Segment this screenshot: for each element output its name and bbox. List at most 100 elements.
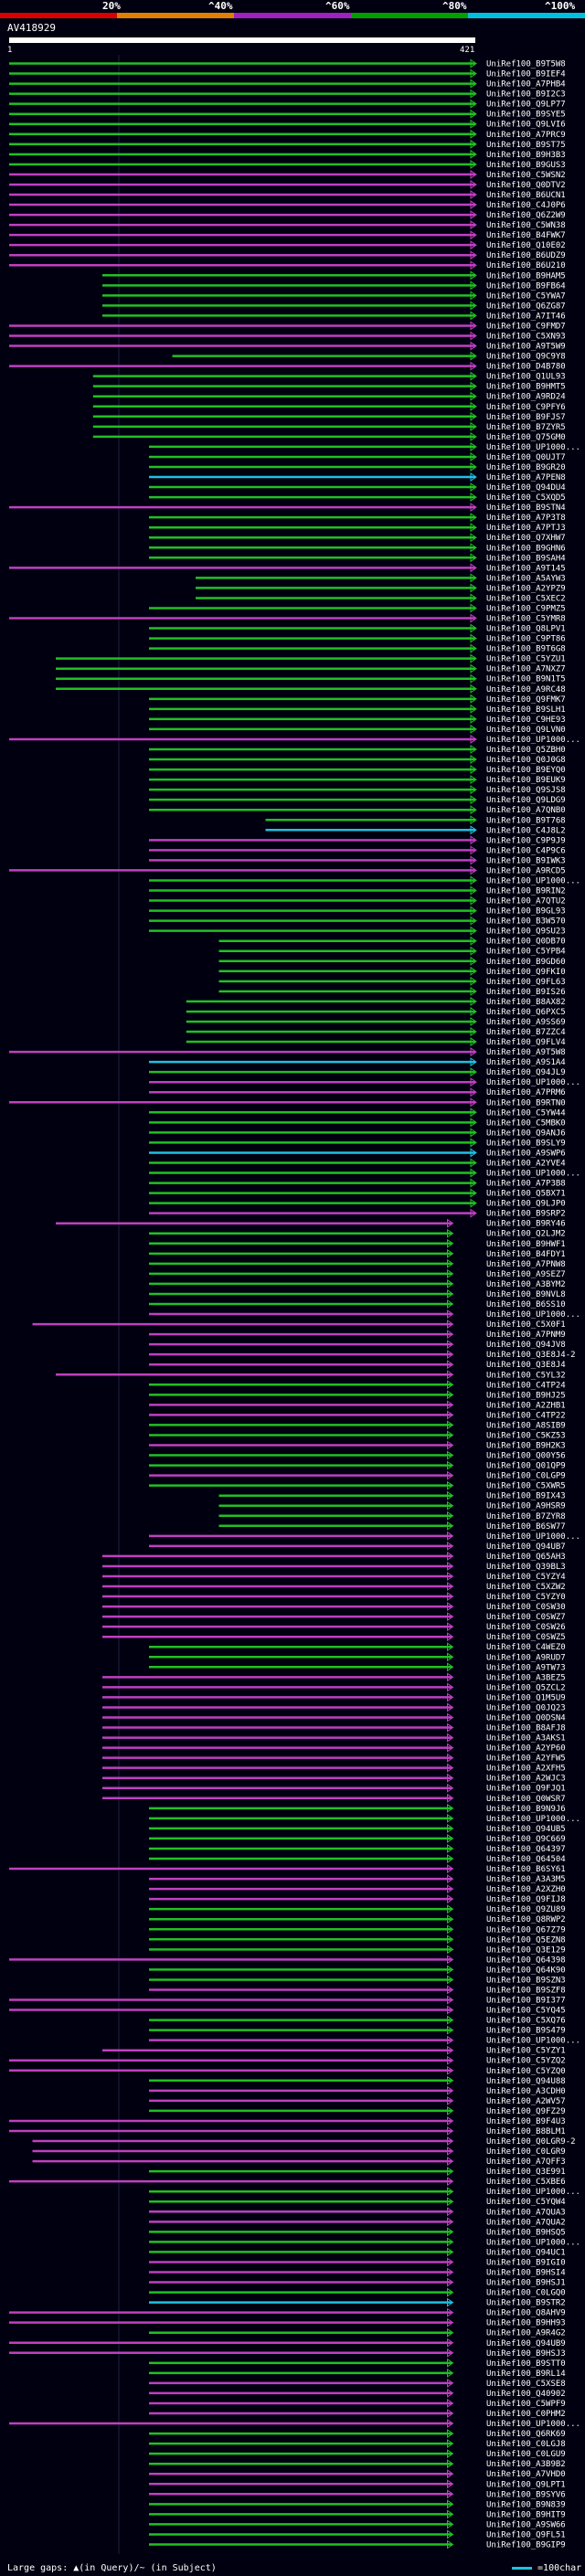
hit-label[interactable]: UniRef100_Q65AH3 <box>486 1553 566 1562</box>
hit-row[interactable]: UniRef100_C0SW30 <box>102 1602 566 1612</box>
hit-label[interactable]: UniRef100_B9IEF4 <box>486 70 566 80</box>
hit-label[interactable]: UniRef100_Q0DSN4 <box>486 1713 566 1723</box>
hit-row[interactable]: UniRef100_B7ZZC4 <box>186 1027 566 1037</box>
hit-row[interactable]: UniRef100_A9SS69 <box>186 1017 566 1027</box>
hit-row[interactable]: UniRef100_B9H2K3 <box>149 1440 566 1451</box>
hit-row[interactable]: UniRef100_A7QUA3 <box>149 2207 566 2217</box>
hit-row[interactable]: UniRef100_C9HE93 <box>149 714 566 725</box>
hit-row[interactable]: UniRef100_C5YZY4 <box>102 1572 566 1582</box>
hit-row[interactable]: UniRef100_C5YL32 <box>56 1370 566 1380</box>
hit-label[interactable]: UniRef100_Q6ZG87 <box>486 302 566 311</box>
hit-label[interactable]: UniRef100_Q9FKI0 <box>486 968 566 977</box>
hit-row[interactable]: UniRef100_A9T5W8 <box>9 1047 566 1057</box>
hit-label[interactable]: UniRef100_B9T5W8 <box>486 60 566 69</box>
hit-label[interactable]: UniRef100_C9PMZ5 <box>486 604 566 613</box>
hit-label[interactable]: UniRef100_C0LGU9 <box>486 2450 566 2459</box>
hit-row[interactable]: UniRef100_Q2LJM2 <box>149 1228 566 1239</box>
hit-row[interactable]: UniRef100_B9HSJ1 <box>149 2277 566 2288</box>
hit-row[interactable]: UniRef100_B9STR2 <box>149 2297 566 2308</box>
hit-label[interactable]: UniRef100_B9HSI4 <box>486 2268 566 2277</box>
hit-row[interactable]: UniRef100_Q9SJS8 <box>149 785 566 795</box>
hit-row[interactable]: UniRef100_B9SAH4 <box>149 553 566 563</box>
hit-row[interactable]: UniRef100_B9RTN0 <box>9 1097 566 1108</box>
hit-row[interactable]: UniRef100_Q94JV8 <box>149 1340 566 1350</box>
hit-row[interactable]: UniRef100_A3AKS1 <box>102 1733 566 1744</box>
hit-label[interactable]: UniRef100_Q94JL9 <box>486 1068 566 1077</box>
hit-label[interactable]: UniRef100_UP1000... <box>486 2037 580 2046</box>
hit-label[interactable]: UniRef100_A9SW66 <box>486 2520 566 2529</box>
hit-label[interactable]: UniRef100_B6UDZ9 <box>486 251 566 260</box>
hit-label[interactable]: UniRef100_B9HSJ1 <box>486 2279 566 2288</box>
hit-label[interactable]: UniRef100_Q0J0G8 <box>486 756 566 765</box>
hit-label[interactable]: UniRef100_A7QTU2 <box>486 897 566 906</box>
hit-label[interactable]: UniRef100_A7PEN8 <box>486 473 566 482</box>
hit-row[interactable]: UniRef100_C4J8L2 <box>265 825 566 835</box>
hit-row[interactable]: UniRef100_B8AX82 <box>186 996 566 1007</box>
hit-label[interactable]: UniRef100_C5YZU1 <box>486 655 566 664</box>
hit-label[interactable]: UniRef100_B9EUK9 <box>486 776 566 785</box>
hit-label[interactable]: UniRef100_Q94UC1 <box>486 2248 566 2257</box>
hit-row[interactable]: UniRef100_C9P9J9 <box>149 835 566 845</box>
hit-label[interactable]: UniRef100_A3BYM2 <box>486 1280 566 1289</box>
hit-label[interactable]: UniRef100_A3CDH0 <box>486 2087 566 2096</box>
hit-row[interactable]: UniRef100_Q0JQ23 <box>102 1702 566 1712</box>
hit-row[interactable]: UniRef100_Q94UC1 <box>149 2247 566 2257</box>
hit-label[interactable]: UniRef100_C5XBE6 <box>486 2178 566 2187</box>
hit-row[interactable]: UniRef100_B9T6G8 <box>149 643 566 654</box>
hit-label[interactable]: UniRef100_C0SWZ7 <box>486 1613 566 1622</box>
hit-label[interactable]: UniRef100_B9HMT5 <box>486 383 566 392</box>
hit-label[interactable]: UniRef100_Q94UB9 <box>486 2339 566 2348</box>
hit-row[interactable]: UniRef100_Q9LVI6 <box>9 119 566 130</box>
hit-row[interactable]: UniRef100_B9SZF8 <box>149 1985 566 1995</box>
hit-row[interactable]: UniRef100_Q1UL93 <box>92 371 566 382</box>
hit-label[interactable]: UniRef100_Q01QP9 <box>486 1462 566 1471</box>
hit-label[interactable]: UniRef100_C5YZY0 <box>486 1593 566 1602</box>
hit-row[interactable]: UniRef100_A9RUD7 <box>149 1652 566 1662</box>
hit-row[interactable]: UniRef100_B9HIT9 <box>149 2509 566 2519</box>
hit-row[interactable]: UniRef100_C5YPB4 <box>218 946 566 957</box>
hit-row[interactable]: UniRef100_Q94UB7 <box>149 1541 566 1552</box>
hit-label[interactable]: UniRef100_Q5ZBH0 <box>486 746 566 755</box>
hit-label[interactable]: UniRef100_A7PNM9 <box>486 1330 566 1340</box>
hit-label[interactable]: UniRef100_A2ZHB1 <box>486 1401 566 1410</box>
hit-label[interactable]: UniRef100_B9HSJ3 <box>486 2349 566 2359</box>
hit-label[interactable]: UniRef100_Q9C669 <box>486 1835 566 1844</box>
hit-label[interactable]: UniRef100_B9ST75 <box>486 141 566 150</box>
hit-label[interactable]: UniRef100_Q8RWP2 <box>486 1915 566 1924</box>
hit-row[interactable]: UniRef100_C9PT86 <box>149 633 566 644</box>
hit-row[interactable]: UniRef100_C5YZY1 <box>102 2045 566 2056</box>
hit-label[interactable]: UniRef100_B9SAH4 <box>486 554 566 563</box>
hit-row[interactable]: UniRef100_B9N9J6 <box>149 1803 566 1814</box>
hit-row[interactable]: UniRef100_Q6Z2W9 <box>9 210 566 220</box>
hit-row[interactable]: UniRef100_B9GR20 <box>149 462 566 472</box>
hit-row[interactable]: UniRef100_Q1M5U9 <box>102 1692 566 1702</box>
hit-row[interactable]: UniRef100_A2YVE4 <box>149 1158 566 1168</box>
hit-row[interactable]: UniRef100_A9RD24 <box>92 391 566 402</box>
hit-label[interactable]: UniRef100_A9HSR9 <box>486 1502 566 1511</box>
hit-label[interactable]: UniRef100_A2YPZ9 <box>486 584 566 593</box>
hit-label[interactable]: UniRef100_C5YW44 <box>486 1108 566 1118</box>
hit-label[interactable]: UniRef100_UP1000... <box>486 1532 580 1542</box>
hit-label[interactable]: UniRef100_A8SIB9 <box>486 1421 566 1430</box>
hit-row[interactable]: UniRef100_B9S479 <box>149 2025 566 2036</box>
hit-row[interactable]: UniRef100_B9GHN6 <box>149 543 566 553</box>
hit-row[interactable]: UniRef100_A7VHD0 <box>149 2469 566 2479</box>
hit-row[interactable]: UniRef100_C5X0F1 <box>32 1320 566 1330</box>
hit-row[interactable]: UniRef100_B9NVL8 <box>149 1289 566 1299</box>
hit-label[interactable]: UniRef100_A2WJC3 <box>486 1775 566 1784</box>
hit-label[interactable]: UniRef100_C9PT86 <box>486 635 566 644</box>
hit-row[interactable]: UniRef100_B9FB64 <box>102 281 566 291</box>
hit-label[interactable]: UniRef100_C4J0P6 <box>486 201 566 210</box>
hit-row[interactable]: UniRef100_C0LGQ0 <box>149 2287 566 2298</box>
hit-label[interactable]: UniRef100_C0LGR9 <box>486 2147 566 2157</box>
hit-row[interactable]: UniRef100_Q94U88 <box>149 2075 566 2086</box>
hit-label[interactable]: UniRef100_UP1000... <box>486 2238 580 2247</box>
hit-label[interactable]: UniRef100_A9T5W8 <box>486 1048 566 1057</box>
hit-label[interactable]: UniRef100_A3BEZ5 <box>486 1673 566 1682</box>
hit-label[interactable]: UniRef100_A9SWP6 <box>486 1149 566 1158</box>
hit-label[interactable]: UniRef100_Q6RK69 <box>486 2430 566 2439</box>
hit-row[interactable]: UniRef100_Q64397 <box>149 1844 566 1854</box>
hit-row[interactable]: UniRef100_A3B9B2 <box>149 2459 566 2469</box>
hit-row[interactable]: UniRef100_A2ZHB1 <box>149 1400 566 1410</box>
hit-row[interactable]: UniRef100_Q9FL63 <box>218 976 566 987</box>
